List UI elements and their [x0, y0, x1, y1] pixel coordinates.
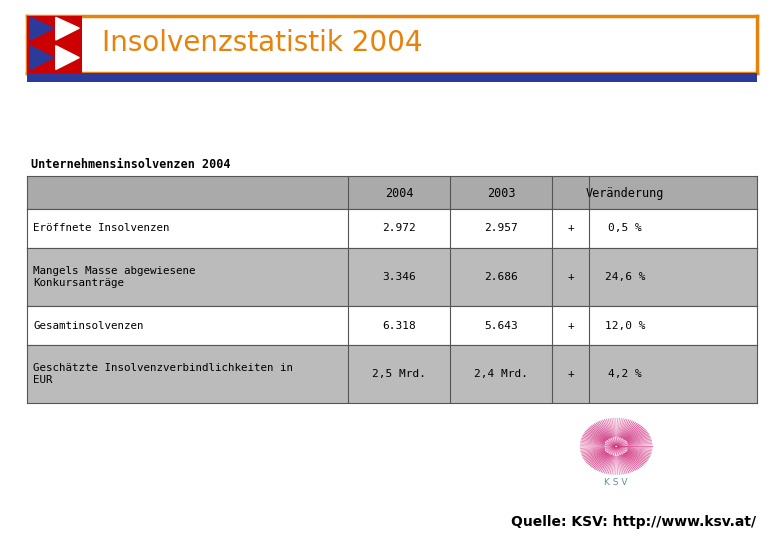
Text: Unternehmensinsolvenzen 2004: Unternehmensinsolvenzen 2004	[31, 158, 230, 171]
Text: Insolvenzstatistik 2004: Insolvenzstatistik 2004	[102, 29, 423, 57]
Text: 0,5 %: 0,5 %	[608, 224, 642, 233]
Polygon shape	[30, 46, 54, 70]
Text: Gesamtinsolvenzen: Gesamtinsolvenzen	[33, 321, 144, 330]
Text: Veränderung: Veränderung	[586, 187, 665, 200]
Text: 5.643: 5.643	[484, 321, 518, 330]
Text: 24,6 %: 24,6 %	[605, 272, 646, 282]
Text: 4,2 %: 4,2 %	[608, 369, 642, 379]
Text: +: +	[567, 272, 574, 282]
Text: 12,0 %: 12,0 %	[605, 321, 646, 330]
Text: K S V: K S V	[604, 478, 628, 488]
Text: 6.318: 6.318	[382, 321, 416, 330]
Text: 2,4 Mrd.: 2,4 Mrd.	[474, 369, 528, 379]
Text: +: +	[567, 369, 574, 379]
Text: 2003: 2003	[487, 187, 516, 200]
Text: 3.346: 3.346	[382, 272, 416, 282]
Polygon shape	[55, 46, 80, 70]
Text: 2.686: 2.686	[484, 272, 518, 282]
Text: Eröffnete Insolvenzen: Eröffnete Insolvenzen	[33, 224, 169, 233]
Text: Mangels Masse abgewiesene
Konkursanträge: Mangels Masse abgewiesene Konkursanträge	[33, 266, 196, 288]
Polygon shape	[55, 17, 80, 40]
Text: +: +	[567, 224, 574, 233]
Text: 2.957: 2.957	[484, 224, 518, 233]
Text: 2004: 2004	[385, 187, 413, 200]
Circle shape	[605, 438, 627, 455]
Polygon shape	[30, 17, 54, 40]
Text: Quelle: KSV: http://www.ksv.at/: Quelle: KSV: http://www.ksv.at/	[512, 515, 757, 529]
Text: 2.972: 2.972	[382, 224, 416, 233]
Text: +: +	[567, 321, 574, 330]
Text: Geschätzte Insolvenzverbindlichkeiten in
EUR: Geschätzte Insolvenzverbindlichkeiten in…	[33, 363, 293, 386]
Text: 2,5 Mrd.: 2,5 Mrd.	[372, 369, 426, 379]
